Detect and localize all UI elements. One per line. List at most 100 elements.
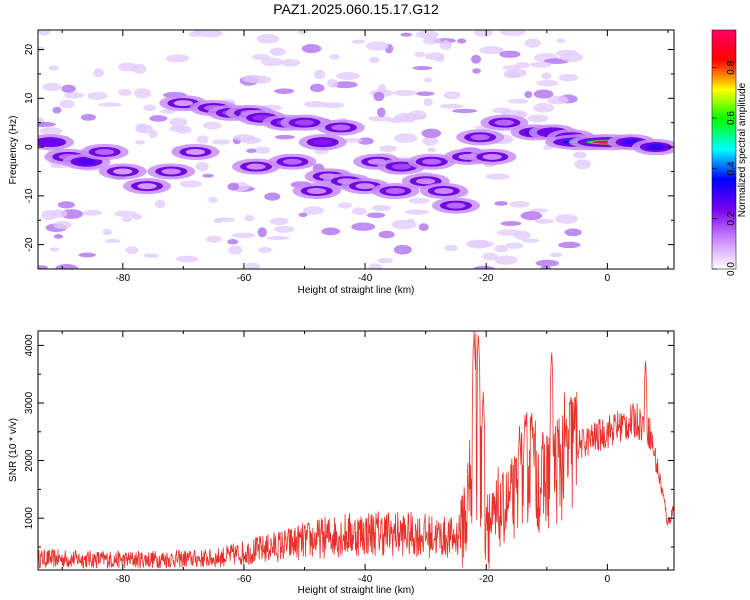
spectrogram-speckle	[258, 246, 272, 254]
spectrogram-speckle	[423, 36, 441, 45]
spectrogram-speckle	[143, 104, 156, 112]
spectrogram-peak	[113, 168, 133, 175]
y-tick-label: 0	[24, 144, 35, 150]
spectrogram-speckle	[424, 77, 433, 83]
spectrogram-speckle	[505, 242, 524, 249]
spectrogram-speckle	[456, 38, 467, 44]
spectrogram-y-title: Frequency (Hz)	[8, 116, 19, 185]
spectrogram-speckle	[412, 66, 433, 71]
spectrogram-speckle	[246, 148, 257, 154]
spectrogram-speckle	[49, 247, 60, 252]
spectrogram-speckle	[149, 115, 168, 122]
spectrogram-speckle	[351, 222, 376, 231]
spectrogram-speckle	[202, 173, 214, 178]
spectrogram-speckle	[444, 244, 458, 252]
spectrogram-speckle	[573, 151, 587, 159]
spectrogram-speckle	[148, 129, 158, 139]
spectrogram-speckle	[60, 209, 83, 219]
colorbar-tick-label: 0.8	[726, 60, 737, 74]
spectrogram-speckle	[179, 180, 203, 188]
spectrogram-speckle	[64, 92, 84, 99]
spectrogram-speckle	[326, 78, 339, 88]
spectrogram-speckle	[494, 255, 518, 265]
spectrogram-peak	[282, 158, 302, 165]
spectrogram-speckle	[216, 217, 236, 222]
spectrogram-speckle	[550, 252, 563, 258]
spectrogram-peak	[385, 187, 405, 194]
y-tick-label: -10	[24, 188, 35, 203]
spectrogram-speckle	[169, 117, 188, 128]
spectrogram-speckle	[78, 252, 96, 258]
spectrogram-speckle	[377, 257, 394, 264]
x-tick-label: -60	[237, 574, 252, 585]
colorbar-tick-label: 0.2	[726, 211, 737, 225]
spectrogram-speckle	[368, 263, 382, 269]
spectrogram-speckle	[366, 212, 386, 219]
snr-ticks: -80 -60 -40 -20 0 1000 2000 3000 4000	[24, 331, 674, 585]
colorbar-frame	[711, 29, 737, 270]
spectrogram-speckle	[329, 54, 340, 60]
spectrogram-speckle	[38, 30, 51, 36]
spectrogram-speckle	[211, 139, 231, 145]
spectrogram-speckle	[261, 57, 284, 67]
spectrogram-speckle	[415, 30, 439, 39]
spectrogram-speckle	[176, 125, 192, 134]
spectrogram-speckle	[351, 207, 368, 216]
spectrogram-speckle	[274, 88, 295, 94]
y-tick-label: 4000	[24, 334, 35, 357]
spectrogram-speckle	[527, 114, 549, 123]
spectrogram-speckle	[439, 103, 464, 109]
colorbar: 0.0 0.2 0.4 0.6 0.8 Normalized spectral ampl…	[711, 29, 748, 276]
spectrogram-speckle	[38, 46, 45, 52]
spectrogram-speckle	[535, 259, 560, 267]
spectrogram-speckle	[336, 72, 360, 81]
spectrogram-speckle	[423, 98, 433, 107]
spectrogram-speckle	[121, 216, 133, 223]
spectrogram-peak	[391, 163, 412, 170]
spectrogram-speckle	[393, 133, 418, 143]
y-tick-label: 1000	[24, 507, 35, 530]
spectrogram-speckle	[472, 68, 481, 74]
spectrogram-speckle	[244, 262, 261, 269]
spectrogram-speckle	[314, 149, 330, 155]
spectrogram-speckle	[87, 91, 108, 100]
spectrogram-speckle	[509, 70, 521, 79]
spectrogram-speckle	[82, 210, 103, 216]
spectrogram-speckle	[232, 232, 256, 239]
spectrogram-speckle	[492, 107, 512, 114]
spectrogram-peak	[331, 124, 351, 131]
spectrogram-speckle	[50, 209, 68, 218]
spectrogram-speckle	[556, 38, 566, 44]
spectrogram-speckle	[274, 134, 295, 140]
spectrogram-peak	[494, 119, 514, 126]
spectrogram-speckle	[227, 239, 239, 245]
y-tick-label: 3000	[24, 391, 35, 414]
spectrogram-speckle	[522, 238, 540, 243]
spectrogram-speckle	[452, 108, 478, 114]
spectrogram-speckle	[422, 136, 439, 146]
spectrogram-speckle	[556, 49, 578, 57]
spectrogram-speckle	[135, 140, 146, 145]
spectrogram-speckle	[303, 206, 324, 215]
spectrogram-speckle	[443, 91, 461, 100]
spectrogram-peak	[416, 178, 436, 185]
spectrogram-peak	[482, 153, 502, 160]
spectrogram-speckle	[53, 220, 72, 230]
spectrogram-speckle	[133, 88, 152, 99]
spectrogram-speckle	[242, 74, 265, 83]
spectrogram-speckle	[98, 102, 123, 107]
spectrogram-speckle	[564, 228, 582, 237]
spectrogram-peak	[470, 134, 490, 141]
spectrogram-panel: -80 -60 -40 -20 0 -20 -10 0 10 20 Height of strai…	[8, 29, 675, 296]
spectrogram-speckle	[48, 65, 59, 71]
spectrogram-speckle	[558, 241, 581, 249]
spectrogram-speckle	[541, 72, 552, 80]
spectrogram-peak	[446, 202, 466, 209]
spectrogram-frame	[37, 29, 675, 270]
spectrogram-speckle	[114, 210, 138, 218]
x-tick-label: -80	[116, 273, 131, 284]
spectrogram-speckle	[500, 221, 522, 226]
spectrogram-speckle	[131, 213, 143, 220]
spectrogram-speckle	[321, 102, 345, 109]
